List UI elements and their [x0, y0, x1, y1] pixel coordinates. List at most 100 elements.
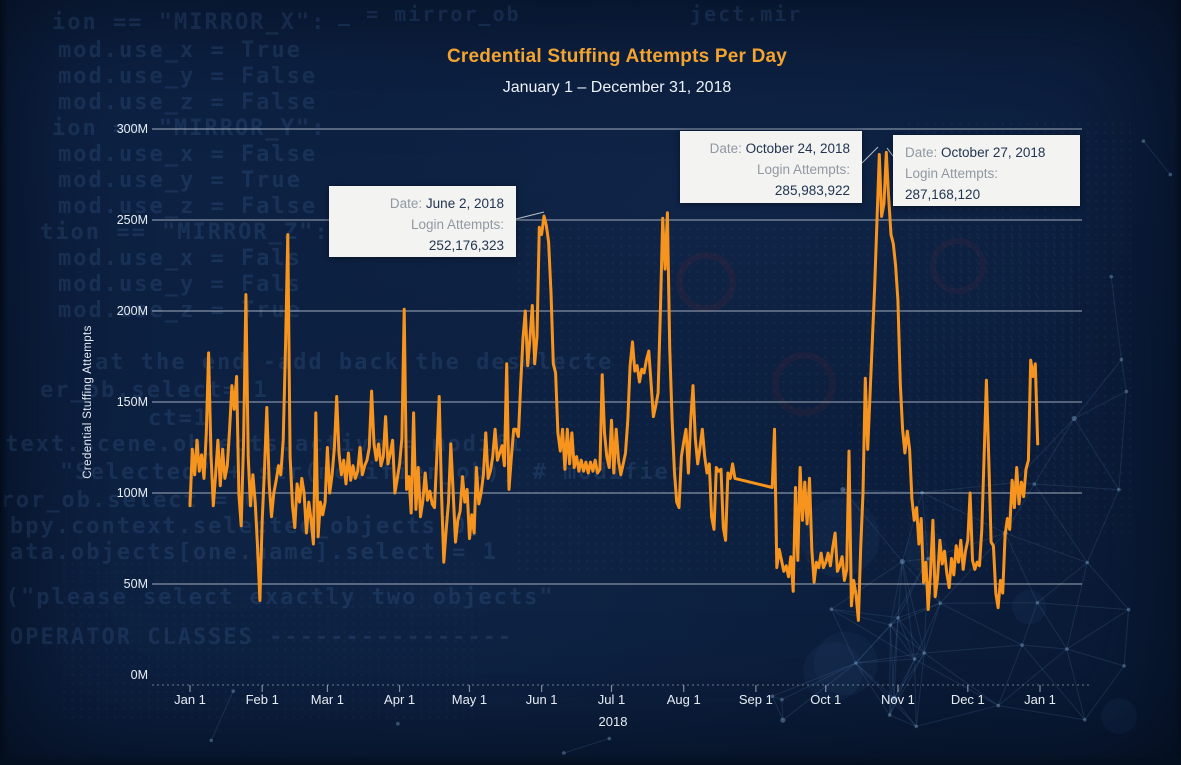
network-edge: [1066, 562, 1088, 650]
network-edge: [1086, 562, 1129, 610]
network-edge: [1021, 644, 1086, 721]
network-node: [1119, 357, 1124, 362]
network-edge: [890, 602, 941, 626]
network-node: [1122, 664, 1126, 668]
tooltip-leader-line: [861, 146, 879, 164]
tooltip-attempts-label: Login Attempts:: [756, 162, 850, 177]
network-node: [1032, 482, 1037, 486]
network-node: [231, 689, 236, 693]
network-edge: [1120, 359, 1127, 392]
x-axis-tick-label: Aug 1: [666, 692, 701, 707]
network-edge: [997, 644, 1023, 706]
x-axis-tick-label: Jan 1: [174, 692, 206, 707]
network-edge: [1142, 140, 1171, 175]
network-edge: [855, 662, 891, 716]
right-edge-shade: [1175, 0, 1181, 765]
y-axis-tick-label: 0M: [130, 668, 148, 682]
tooltip-june-2: Date: June 2, 2018 Login Attempts: 252,1…: [329, 186, 516, 257]
network-edge: [889, 698, 895, 716]
network-edge: [1021, 602, 1038, 646]
network-edge: [831, 608, 891, 626]
tooltip-attempts-value: 287,168,120: [905, 187, 981, 202]
network-node: [926, 556, 930, 561]
network-edge: [901, 561, 916, 660]
x-axis-tick-label: Mar 1: [310, 692, 345, 707]
network-node: [1065, 647, 1069, 651]
network-edge: [1012, 418, 1075, 484]
bottom-edge-shade: [0, 754, 1181, 765]
network-edge: [901, 561, 925, 654]
network-node: [562, 751, 566, 755]
network-edge: [914, 658, 999, 707]
network-node: [1124, 389, 1129, 394]
tooltip-date-row: Date: June 2, 2018: [389, 196, 504, 211]
x-axis-tick-label: May 1: [451, 692, 488, 707]
network-edge: [772, 695, 783, 701]
network-edge: [1037, 562, 1088, 604]
login-attempts-line-series[interactable]: [188, 150, 1040, 622]
network-edge: [922, 482, 1014, 494]
network-edge: [1004, 532, 1038, 603]
network-node: [887, 713, 892, 717]
network-node: [912, 657, 917, 661]
network-edge: [1033, 483, 1088, 563]
network-edge: [831, 608, 915, 660]
network-edge: [855, 652, 925, 664]
network-edge: [830, 608, 857, 664]
network-edge: [1073, 359, 1122, 419]
network-edge: [924, 644, 1023, 654]
network-edge: [923, 652, 999, 706]
network-edge: [1021, 644, 1067, 650]
network-edge: [831, 608, 899, 619]
network-node: [899, 558, 905, 565]
network-edge: [897, 561, 903, 618]
network-edge: [855, 658, 915, 664]
x-axis-tick-label: Feb 1: [245, 692, 279, 707]
network-edge: [831, 561, 903, 610]
network-edge: [897, 617, 925, 654]
network-node: [780, 697, 784, 702]
network-edge: [1005, 532, 1088, 563]
network-edge: [889, 658, 916, 716]
network-edge: [889, 714, 917, 727]
network-edge: [210, 690, 234, 741]
tooltip-leader-line: [515, 211, 545, 220]
tooltip-date-row: Date: October 27, 2018: [905, 145, 1046, 160]
network-edge: [1033, 418, 1075, 485]
network-node: [938, 601, 943, 606]
network-node: [829, 607, 834, 611]
network-edge: [889, 617, 899, 626]
network-node: [396, 721, 400, 726]
x-axis-tick-label: Sep 1: [738, 692, 773, 707]
network-edge: [1110, 276, 1122, 360]
network-edge: [1034, 483, 1119, 491]
network-edge: [781, 699, 784, 721]
network-node: [888, 623, 893, 627]
network-edge: [781, 662, 856, 701]
network-node: [1109, 274, 1114, 279]
network-edge: [916, 705, 999, 727]
network-edge: [855, 624, 891, 664]
network-edge: [1073, 418, 1120, 490]
network-node: [1020, 643, 1024, 647]
x-axis-tick-label: Jul 1: [597, 692, 626, 707]
network-node: [922, 651, 927, 655]
x-axis-tick-label: Nov 1: [880, 692, 915, 707]
tooltip-attempts-label: Login Attempts:: [905, 166, 999, 181]
network-edge: [998, 705, 1085, 721]
network-edge: [1123, 609, 1130, 666]
network-node: [1117, 487, 1121, 492]
glow-spot: [803, 641, 863, 702]
network-edge: [997, 648, 1068, 706]
network-node: [780, 717, 786, 723]
x-axis-tick-label: Jun 1: [525, 692, 558, 707]
tooltip-attempts-value: 252,176,323: [428, 238, 504, 253]
y-axis-tick-label: 200M: [116, 304, 148, 318]
network-node: [1083, 717, 1087, 722]
network-edge: [889, 625, 895, 699]
y-axis-tick-label: 150M: [116, 395, 148, 409]
network-edge: [855, 662, 917, 727]
network-edge: [889, 561, 903, 626]
